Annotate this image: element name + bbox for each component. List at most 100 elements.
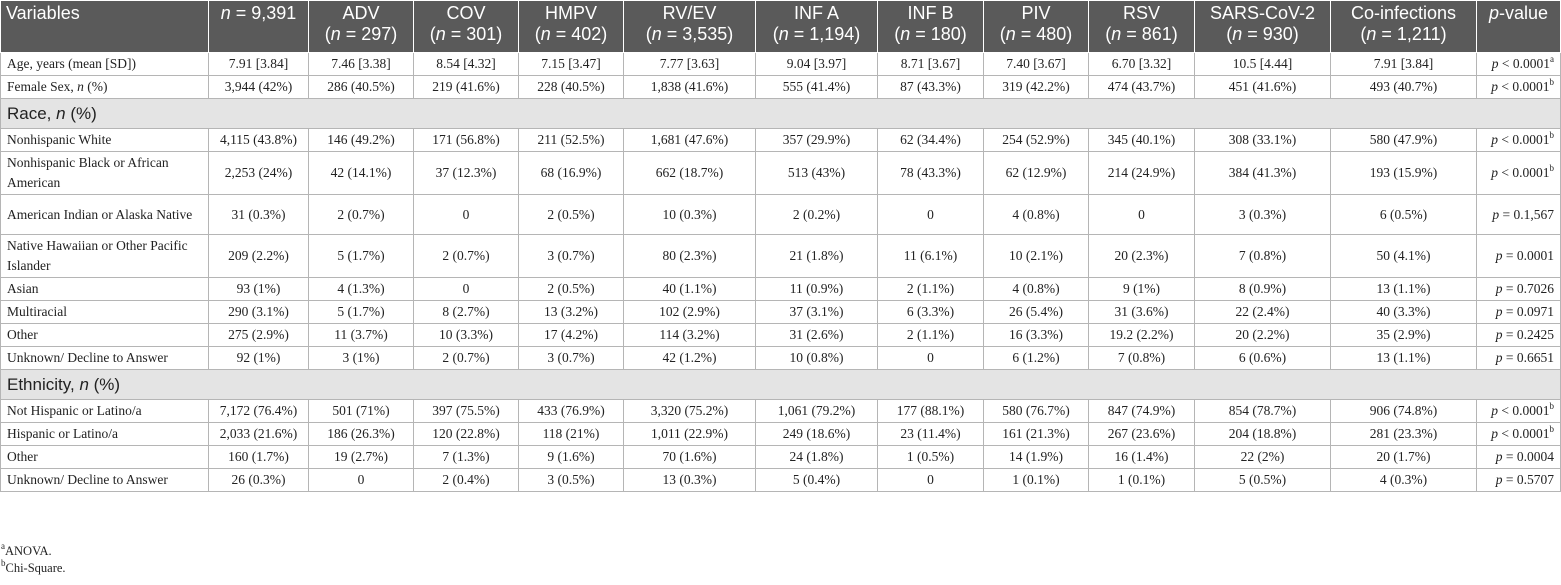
- table-body: Age, years (mean [SD]) 7.91 [3.84] 7.46 [3…: [0, 52, 1561, 492]
- row-label: Not Hispanic or Latino/a: [0, 399, 209, 423]
- row-label: Other: [0, 323, 209, 347]
- n-symbol: n: [540, 24, 551, 44]
- p-value: 0.7026: [1516, 281, 1554, 296]
- header-row: Variables n = 9,391 ADV (n = 297) COV (n = 30…: [0, 0, 1561, 53]
- table-cell: 16 (3.3%): [983, 323, 1089, 347]
- column-header-label: RSV: [1122, 3, 1160, 23]
- table-cell: 7 (0.8%): [1194, 234, 1331, 278]
- table-cell: 357 (29.9%): [755, 128, 878, 152]
- table-cell: 7.46 [3.38]: [308, 52, 414, 76]
- row-label-text: Unknown/ Decline to Answer: [7, 472, 168, 487]
- table-cell: 68 (16.9%): [518, 151, 624, 195]
- p-symbol: p: [1491, 165, 1498, 180]
- n-symbol: n: [1232, 24, 1243, 44]
- table-cell: 267 (23.6%): [1088, 422, 1195, 446]
- p-operator: <: [1501, 79, 1509, 94]
- p-symbol: p: [1495, 472, 1503, 487]
- column-header-n: 3,535: [682, 24, 728, 44]
- table-cell: 3,320 (75.2%): [623, 399, 756, 423]
- footnote-text: ANOVA.: [5, 544, 52, 558]
- table-cell: 0: [413, 277, 519, 301]
- row-label-text: American Indian or Alaska Native: [7, 206, 193, 222]
- p-value-cell: p < 0.0001b: [1476, 422, 1561, 446]
- table-row: Nonhispanic White 4,115 (43.8%) 146 (49.2%…: [0, 128, 1561, 152]
- column-header-count: (n = 930): [1226, 24, 1299, 44]
- table-cell: 26 (5.4%): [983, 300, 1089, 324]
- table-cell: 7.77 [3.63]: [623, 52, 756, 76]
- table-cell: 6 (3.3%): [877, 300, 984, 324]
- table-cell: 281 (23.3%): [1330, 422, 1477, 446]
- row-label-text: Multiracial: [7, 304, 67, 319]
- row-label-text: Female Sex,: [7, 79, 78, 94]
- table-cell: 1,061 (79.2%): [755, 399, 878, 423]
- table-cell: 4 (1.3%): [308, 277, 414, 301]
- column-header-label: Co-infections: [1350, 3, 1457, 23]
- table-cell: 847 (74.9%): [1088, 399, 1195, 423]
- table-cell: 6.70 [3.32]: [1088, 52, 1195, 76]
- p-value-cell: p = 0.0971: [1476, 300, 1561, 324]
- table-cell: 319 (42.2%): [983, 75, 1089, 99]
- table-cell: 13 (3.2%): [518, 300, 624, 324]
- p-operator: <: [1501, 403, 1509, 418]
- table-cell: 0: [413, 194, 519, 235]
- row-label: Female Sex, n (%): [0, 75, 209, 99]
- p-symbol: p: [1495, 281, 1503, 296]
- footnote: aANOVA.: [1, 541, 66, 560]
- p-symbol: p: [1491, 79, 1498, 94]
- row-label-text: Nonhispanic White: [7, 132, 112, 147]
- table-cell: 186 (26.3%): [308, 422, 414, 446]
- table-cell: 9.04 [3.97]: [755, 52, 878, 76]
- table-cell: 4,115 (43.8%): [208, 128, 309, 152]
- table-cell: 14 (1.9%): [983, 445, 1089, 469]
- table-cell: 42 (14.1%): [308, 151, 414, 195]
- p-operator: =: [1505, 248, 1514, 263]
- table-cell: 20 (2.2%): [1194, 323, 1331, 347]
- p-symbol: p: [1495, 449, 1503, 464]
- row-label: Multiracial: [0, 300, 209, 324]
- p-value-cell: p < 0.0001b: [1476, 151, 1561, 195]
- table-cell: 451 (41.6%): [1194, 75, 1331, 99]
- p-operator: =: [1505, 327, 1514, 342]
- row-label-text: Other: [7, 449, 38, 464]
- table-row: Other 275 (2.9%) 11 (3.7%) 10 (3.3%) 17 (4.2…: [0, 323, 1561, 347]
- p-value: 0.6651: [1516, 350, 1554, 365]
- table-cell: 433 (76.9%): [518, 399, 624, 423]
- row-label: Unknown/ Decline to Answer: [0, 346, 209, 370]
- p-value-cell: p = 0.6651: [1476, 346, 1561, 370]
- table-cell: 211 (52.5%): [518, 128, 624, 152]
- table-cell: 10.5 [4.44]: [1194, 52, 1331, 76]
- table-cell: 24 (1.8%): [755, 445, 878, 469]
- table-cell: 8.71 [3.67]: [877, 52, 984, 76]
- table-cell: 5 (1.7%): [308, 300, 414, 324]
- table-cell: 397 (75.5%): [413, 399, 519, 423]
- table-cell: 3,944 (42%): [208, 75, 309, 99]
- table-cell: 2 (0.5%): [518, 277, 624, 301]
- table-cell: 31 (0.3%): [208, 194, 309, 235]
- section-label: Ethnicity,: [7, 374, 80, 394]
- table-cell: 1 (0.1%): [1088, 468, 1195, 492]
- table-cell: 40 (1.1%): [623, 277, 756, 301]
- table-cell: 6 (0.6%): [1194, 346, 1331, 370]
- column-header: INF B (n = 180): [877, 0, 984, 53]
- column-header: n = 9,391: [208, 0, 309, 53]
- table-cell: 87 (43.3%): [877, 75, 984, 99]
- column-header: Co-infections (n = 1,211): [1330, 0, 1477, 53]
- row-label: Native Hawaiian or Other Pacific Islande…: [0, 234, 209, 278]
- table-cell: 3 (0.7%): [518, 346, 624, 370]
- table-cell: 9 (1.6%): [518, 445, 624, 469]
- row-label: Asian: [0, 277, 209, 301]
- column-header: SARS-CoV-2 (n = 930): [1194, 0, 1331, 53]
- column-header: HMPV (n = 402): [518, 0, 624, 53]
- table-cell: 35 (2.9%): [1330, 323, 1477, 347]
- table-cell: 0: [877, 346, 984, 370]
- p-operator: =: [1505, 304, 1514, 319]
- table-cell: 193 (15.9%): [1330, 151, 1477, 195]
- n-symbol: n: [435, 24, 446, 44]
- p-value: 0.0971: [1516, 304, 1554, 319]
- table-cell: 209 (2.2%): [208, 234, 309, 278]
- column-header-count: (n = 861): [1105, 24, 1178, 44]
- section-label-n: n: [79, 374, 89, 394]
- table-cell: 31 (2.6%): [755, 323, 878, 347]
- p-symbol: p: [1491, 426, 1498, 441]
- table-row: Not Hispanic or Latino/a 7,172 (76.4%) 501…: [0, 399, 1561, 423]
